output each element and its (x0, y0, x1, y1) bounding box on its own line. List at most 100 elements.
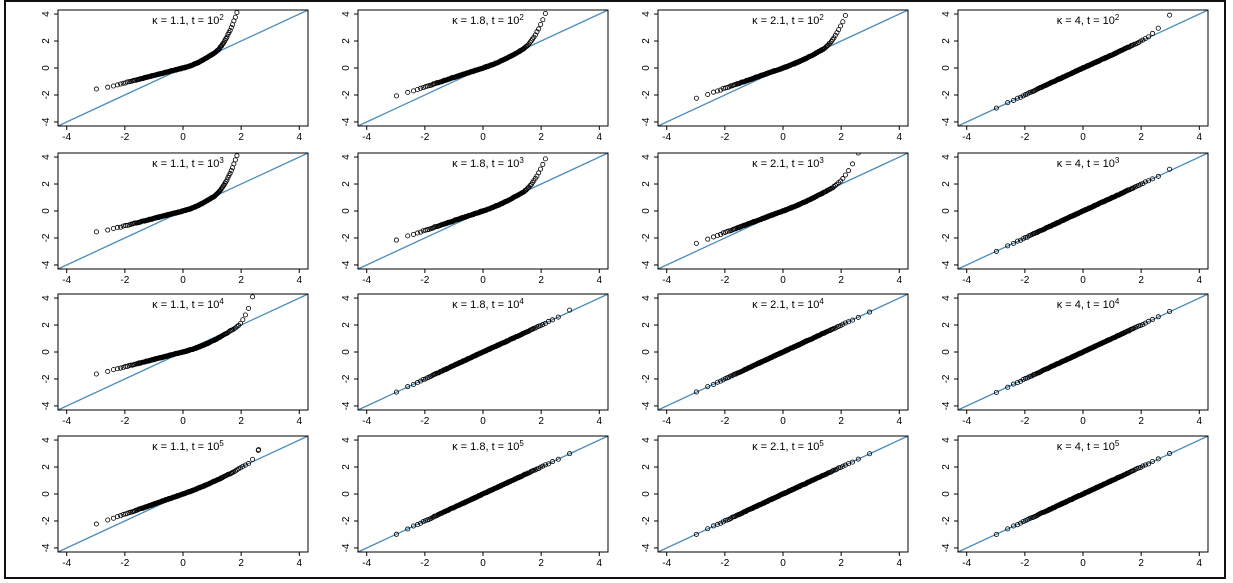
panel-title-exponent: 4 (219, 297, 224, 306)
y-tick-label: -2 (941, 233, 952, 242)
qq-point (693, 389, 699, 395)
x-tick-label: -2 (420, 132, 429, 143)
qq-point (550, 317, 556, 323)
qq-point (1140, 463, 1146, 469)
panel-title-exponent: 3 (219, 156, 224, 165)
panel-plot-area (658, 153, 908, 269)
x-tick-label: 2 (838, 275, 844, 286)
x-tick-label: 4 (896, 558, 902, 569)
x-tick-label: 0 (480, 558, 486, 569)
qq-point (547, 153, 550, 154)
panel-title-exponent: 2 (1115, 13, 1120, 22)
qq-point (238, 10, 239, 11)
y-tick-label: -2 (941, 374, 952, 383)
panel-title-main: κ = 1.1, t = 10 (152, 299, 219, 311)
panel-title-main: κ = 1.8, t = 10 (452, 15, 519, 27)
panel-title-main: κ = 2.1, t = 10 (752, 441, 819, 453)
qq-point (105, 517, 111, 523)
y-tick-label: -4 (341, 260, 352, 269)
qq-point (246, 305, 252, 311)
qq-point (414, 87, 420, 93)
qq-point (393, 237, 399, 243)
qq-point (718, 378, 724, 384)
qq-point (993, 389, 999, 395)
qq-point (842, 12, 848, 18)
x-tick-label: 2 (1138, 558, 1144, 569)
qq-point (710, 381, 716, 387)
y-tick-label: -2 (341, 374, 352, 383)
qq-point (527, 469, 533, 475)
panel-title: κ = 1.8, t = 102 (452, 13, 524, 27)
qq-point (93, 521, 99, 527)
qq-point (250, 456, 256, 462)
panel-plot-area (58, 153, 308, 269)
x-tick-label: 4 (596, 132, 602, 143)
panel-title-exponent: 5 (819, 439, 824, 448)
y-tick-label: -4 (341, 401, 352, 410)
qq-panel: -4 -2 0 2 4 -4 -2 0 2 4 κ = 2.1, t = 103 (641, 152, 909, 286)
x-tick-label: -4 (362, 275, 371, 286)
x-tick-label: 0 (180, 416, 186, 427)
y-tick-label: 0 (41, 491, 52, 497)
qq-point (542, 10, 548, 16)
qq-point (536, 323, 542, 329)
qq-point (705, 91, 711, 97)
qq-point (705, 384, 711, 390)
qq-point (232, 325, 238, 331)
qq-point (846, 168, 852, 174)
qq-point (414, 230, 420, 236)
panel-plot-area (958, 436, 1208, 552)
qq-point (720, 230, 726, 236)
panel-title-main: κ = 1.8, t = 10 (452, 441, 519, 453)
x-tick-label: -4 (62, 275, 71, 286)
x-tick-label: 0 (780, 275, 786, 286)
qq-point (1155, 25, 1161, 31)
y-tick-label: 2 (341, 38, 352, 44)
panel-title-main: κ = 1.1, t = 10 (152, 441, 219, 453)
qq-point (540, 463, 546, 469)
qq-point (546, 461, 552, 467)
qq-point (850, 317, 856, 323)
qq-point (867, 309, 873, 315)
panel-plot-area (58, 436, 308, 552)
qq-point (567, 307, 573, 313)
qq-point (710, 234, 716, 240)
x-tick-label: -4 (62, 558, 71, 569)
x-tick-label: -4 (962, 275, 971, 286)
panel-plot-area (358, 10, 608, 126)
qq-point (1014, 95, 1020, 101)
panel-plot-area (358, 153, 608, 269)
panel-plot-area (658, 294, 908, 410)
qq-point (418, 229, 424, 235)
qq-point (993, 531, 999, 537)
y-tick-label: -4 (341, 543, 352, 552)
qq-point (867, 451, 873, 457)
x-tick-label: 4 (296, 416, 302, 427)
qq-point (405, 233, 411, 239)
qq-point (850, 459, 856, 465)
x-tick-label: 0 (780, 558, 786, 569)
panel-title-main: κ = 1.8, t = 10 (452, 158, 519, 170)
x-tick-label: -4 (962, 416, 971, 427)
qq-point (105, 227, 111, 233)
x-tick-label: 4 (296, 275, 302, 286)
y-tick-label: 4 (641, 154, 652, 160)
y-tick-label: 2 (941, 181, 952, 187)
qq-point (846, 319, 852, 325)
x-tick-label: 0 (480, 416, 486, 427)
qq-point (855, 153, 861, 156)
y-tick-label: 0 (341, 65, 352, 71)
qq-point (227, 170, 233, 176)
qq-point (1127, 44, 1133, 50)
panel-title-main: κ = 2.1, t = 10 (752, 299, 819, 311)
qq-point (118, 365, 124, 371)
qq-point (393, 389, 399, 395)
y-tick-label: 0 (41, 208, 52, 214)
qq-point (114, 224, 120, 230)
y-tick-label: 4 (341, 11, 352, 17)
qq-point (540, 17, 546, 23)
qq-point (1155, 456, 1161, 462)
panel-title: κ = 1.8, t = 104 (452, 297, 524, 311)
